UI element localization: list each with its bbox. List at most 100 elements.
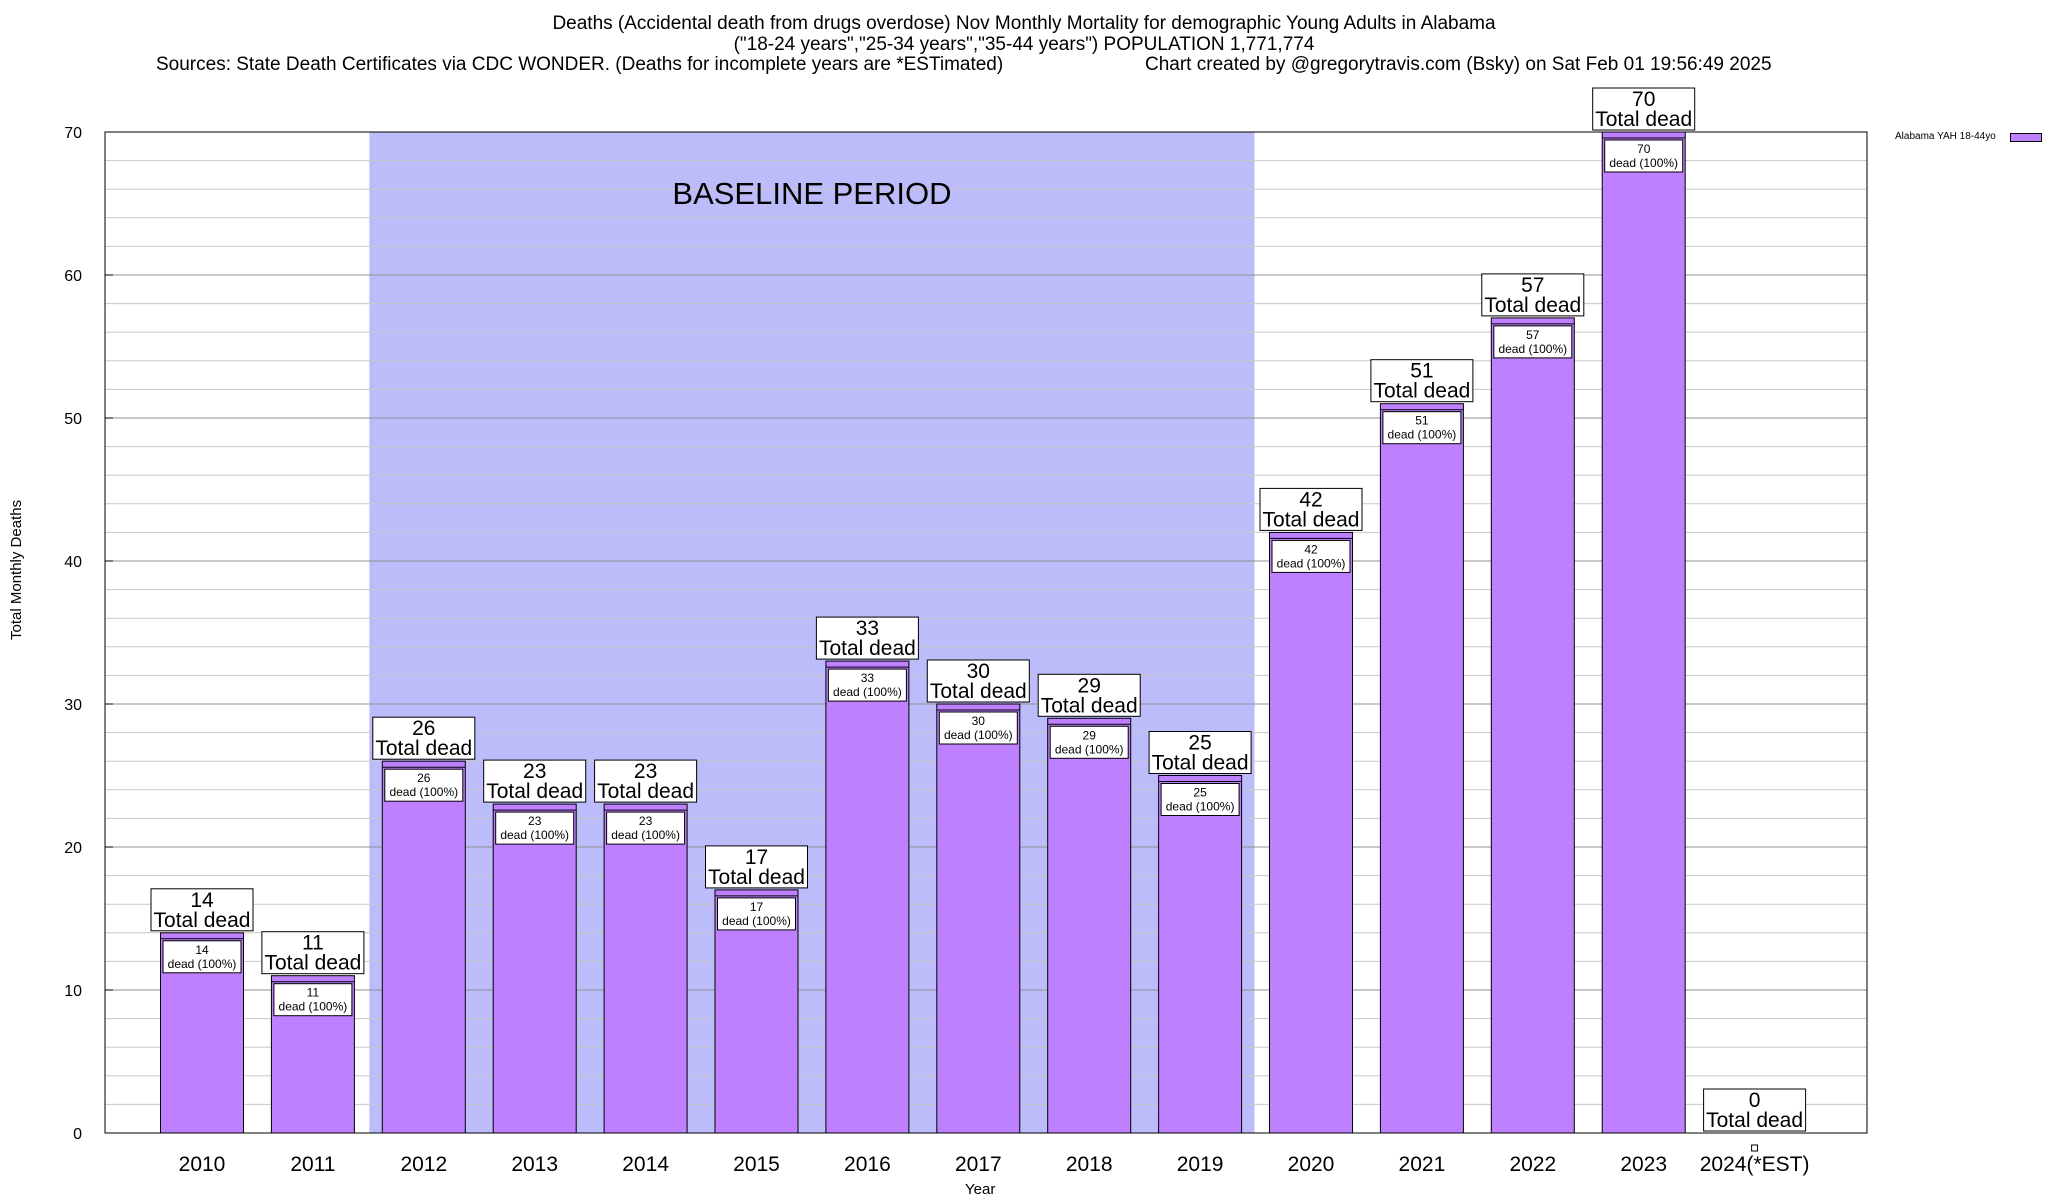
bar-total-label: Total dead [708,866,805,889]
bar [1601,131,1686,1134]
bar-total-label: Total dead [1373,380,1470,403]
bar-total-label: Total dead [1706,1109,1803,1132]
bar-inner-label: dead (100%) [1166,800,1235,814]
bar-total-value: 17 [745,846,768,869]
x-tick-label: 2010 [179,1153,226,1176]
bar-inner-label-box [1049,725,1129,759]
bar-inner-label-box [1271,539,1351,573]
bar-inner-label-box [273,983,353,1017]
bar-inner-value: 17 [750,900,764,914]
bar [936,703,1021,1134]
bar [381,760,466,1134]
bar-inner-label-box [938,711,1018,745]
bar-total-value: 14 [190,889,214,912]
bar-inner-value: 30 [972,714,986,728]
bar-total-label-box [1148,731,1252,774]
bar-zero-marker [1751,1144,1759,1152]
bar-inner-value: 23 [639,814,653,828]
bar-total-label: Total dead [1263,508,1360,531]
chart-source-text: Sources: State Death Certificates via CD… [156,54,1004,75]
bar-total-label: Total dead [819,637,916,660]
bar-total-value: 51 [1410,360,1433,383]
legend-swatch [2010,133,2042,142]
bar-inner-label: dead (100%) [1055,742,1124,756]
bar-total-value: 30 [967,660,990,683]
bar-total-label: Total dead [1484,294,1581,317]
bar-inner-value: 29 [1083,728,1097,742]
y-tick-label: 0 [73,1126,82,1143]
chart-title-line-2: ("18-24 years","25-34 years","35-44 year… [733,34,1315,55]
x-tick-label: 2016 [844,1153,891,1176]
bar [1269,531,1353,1134]
bar [1047,717,1132,1134]
x-tick-label: 2014 [622,1153,669,1176]
bar-total-label-box [261,931,365,975]
bar-total-value: 33 [856,617,879,640]
bar-total-label-box [1481,273,1585,317]
bar-inner-label: dead (100%) [833,685,902,699]
bar-inner-value: 51 [1415,414,1429,428]
bar-total-label-box [815,616,919,660]
bar-total-value: 11 [302,932,324,955]
y-axis-label: Total Monthly Deaths [8,499,25,640]
bar-total-label-box [1703,1088,1807,1132]
x-axis-label: Year [965,1181,996,1198]
bar-inner-label-box [1382,411,1462,445]
bar-total-value: 29 [1078,674,1101,697]
bar-inner-label: dead (100%) [1609,156,1678,170]
bar-total-label: Total dead [930,680,1027,703]
bar-inner-label-box [827,668,907,702]
y-tick-label: 40 [64,554,82,571]
bar-total-label-box [926,659,1030,703]
bar [492,803,577,1134]
x-tick-label: 2019 [1177,1153,1224,1176]
bar-total-value: 26 [412,717,435,740]
bar-inner-label-box [1493,325,1573,359]
bar [825,660,910,1134]
x-tick-label: 2012 [400,1153,447,1176]
bar-total-label: Total dead [264,952,361,975]
bar-total-value: 23 [523,760,546,783]
x-tick-label: 2021 [1399,1153,1446,1176]
bar-total-label-box [150,888,254,932]
bar-inner-label-box [384,768,464,802]
bar-inner-label: dead (100%) [611,828,680,842]
legend-entry-label: Alabama YAH 18-44yo [1895,131,1996,142]
bar-inner-value: 25 [1193,786,1207,800]
chart-title-line-1: Deaths (Accidental death from drugs over… [552,13,1496,34]
bar-inner-value: 57 [1526,328,1540,342]
bar-inner-label-box [495,811,575,845]
bar-total-label: Total dead [1595,108,1692,131]
bar-total-label-box [1037,673,1141,717]
bar-inner-label: dead (100%) [722,914,791,928]
bar-total-value: 42 [1299,488,1322,511]
x-tick-label: 2013 [511,1153,558,1176]
bar-total-value: 23 [634,760,657,783]
bar-total-label-box [372,716,476,760]
bar-total-label-box [1370,359,1474,403]
chart-credit-text: Chart created by @gregorytravis.com (Bsk… [1145,54,1772,75]
bar-total-label-box [594,759,698,803]
bar-inner-label: dead (100%) [944,728,1013,742]
x-tick-label: 2020 [1288,1153,1335,1176]
bar-total-value: 0 [1749,1089,1761,1112]
bar-inner-label-box [606,811,686,845]
bar [603,803,688,1134]
bar-inner-label: dead (100%) [1388,428,1457,442]
bar-total-label-box [483,759,587,803]
x-tick-label: 2011 [290,1153,335,1176]
plot-border [104,131,1868,1134]
bar-inner-label-box [162,940,242,974]
y-tick-label: 10 [64,983,82,1000]
x-tick-label: 2015 [733,1153,780,1176]
bar-total-label-box [705,845,808,889]
bar-total-label: Total dead [597,780,694,803]
bar-inner-label: dead (100%) [168,957,237,971]
y-tick-label: 20 [64,840,82,857]
y-tick-label: 30 [64,697,82,714]
bar-total-value: 70 [1632,88,1655,111]
bar-inner-value: 33 [861,671,875,685]
x-tick-label: 2023 [1620,1153,1667,1176]
baseline-period-label: BASELINE PERIOD [672,176,951,211]
